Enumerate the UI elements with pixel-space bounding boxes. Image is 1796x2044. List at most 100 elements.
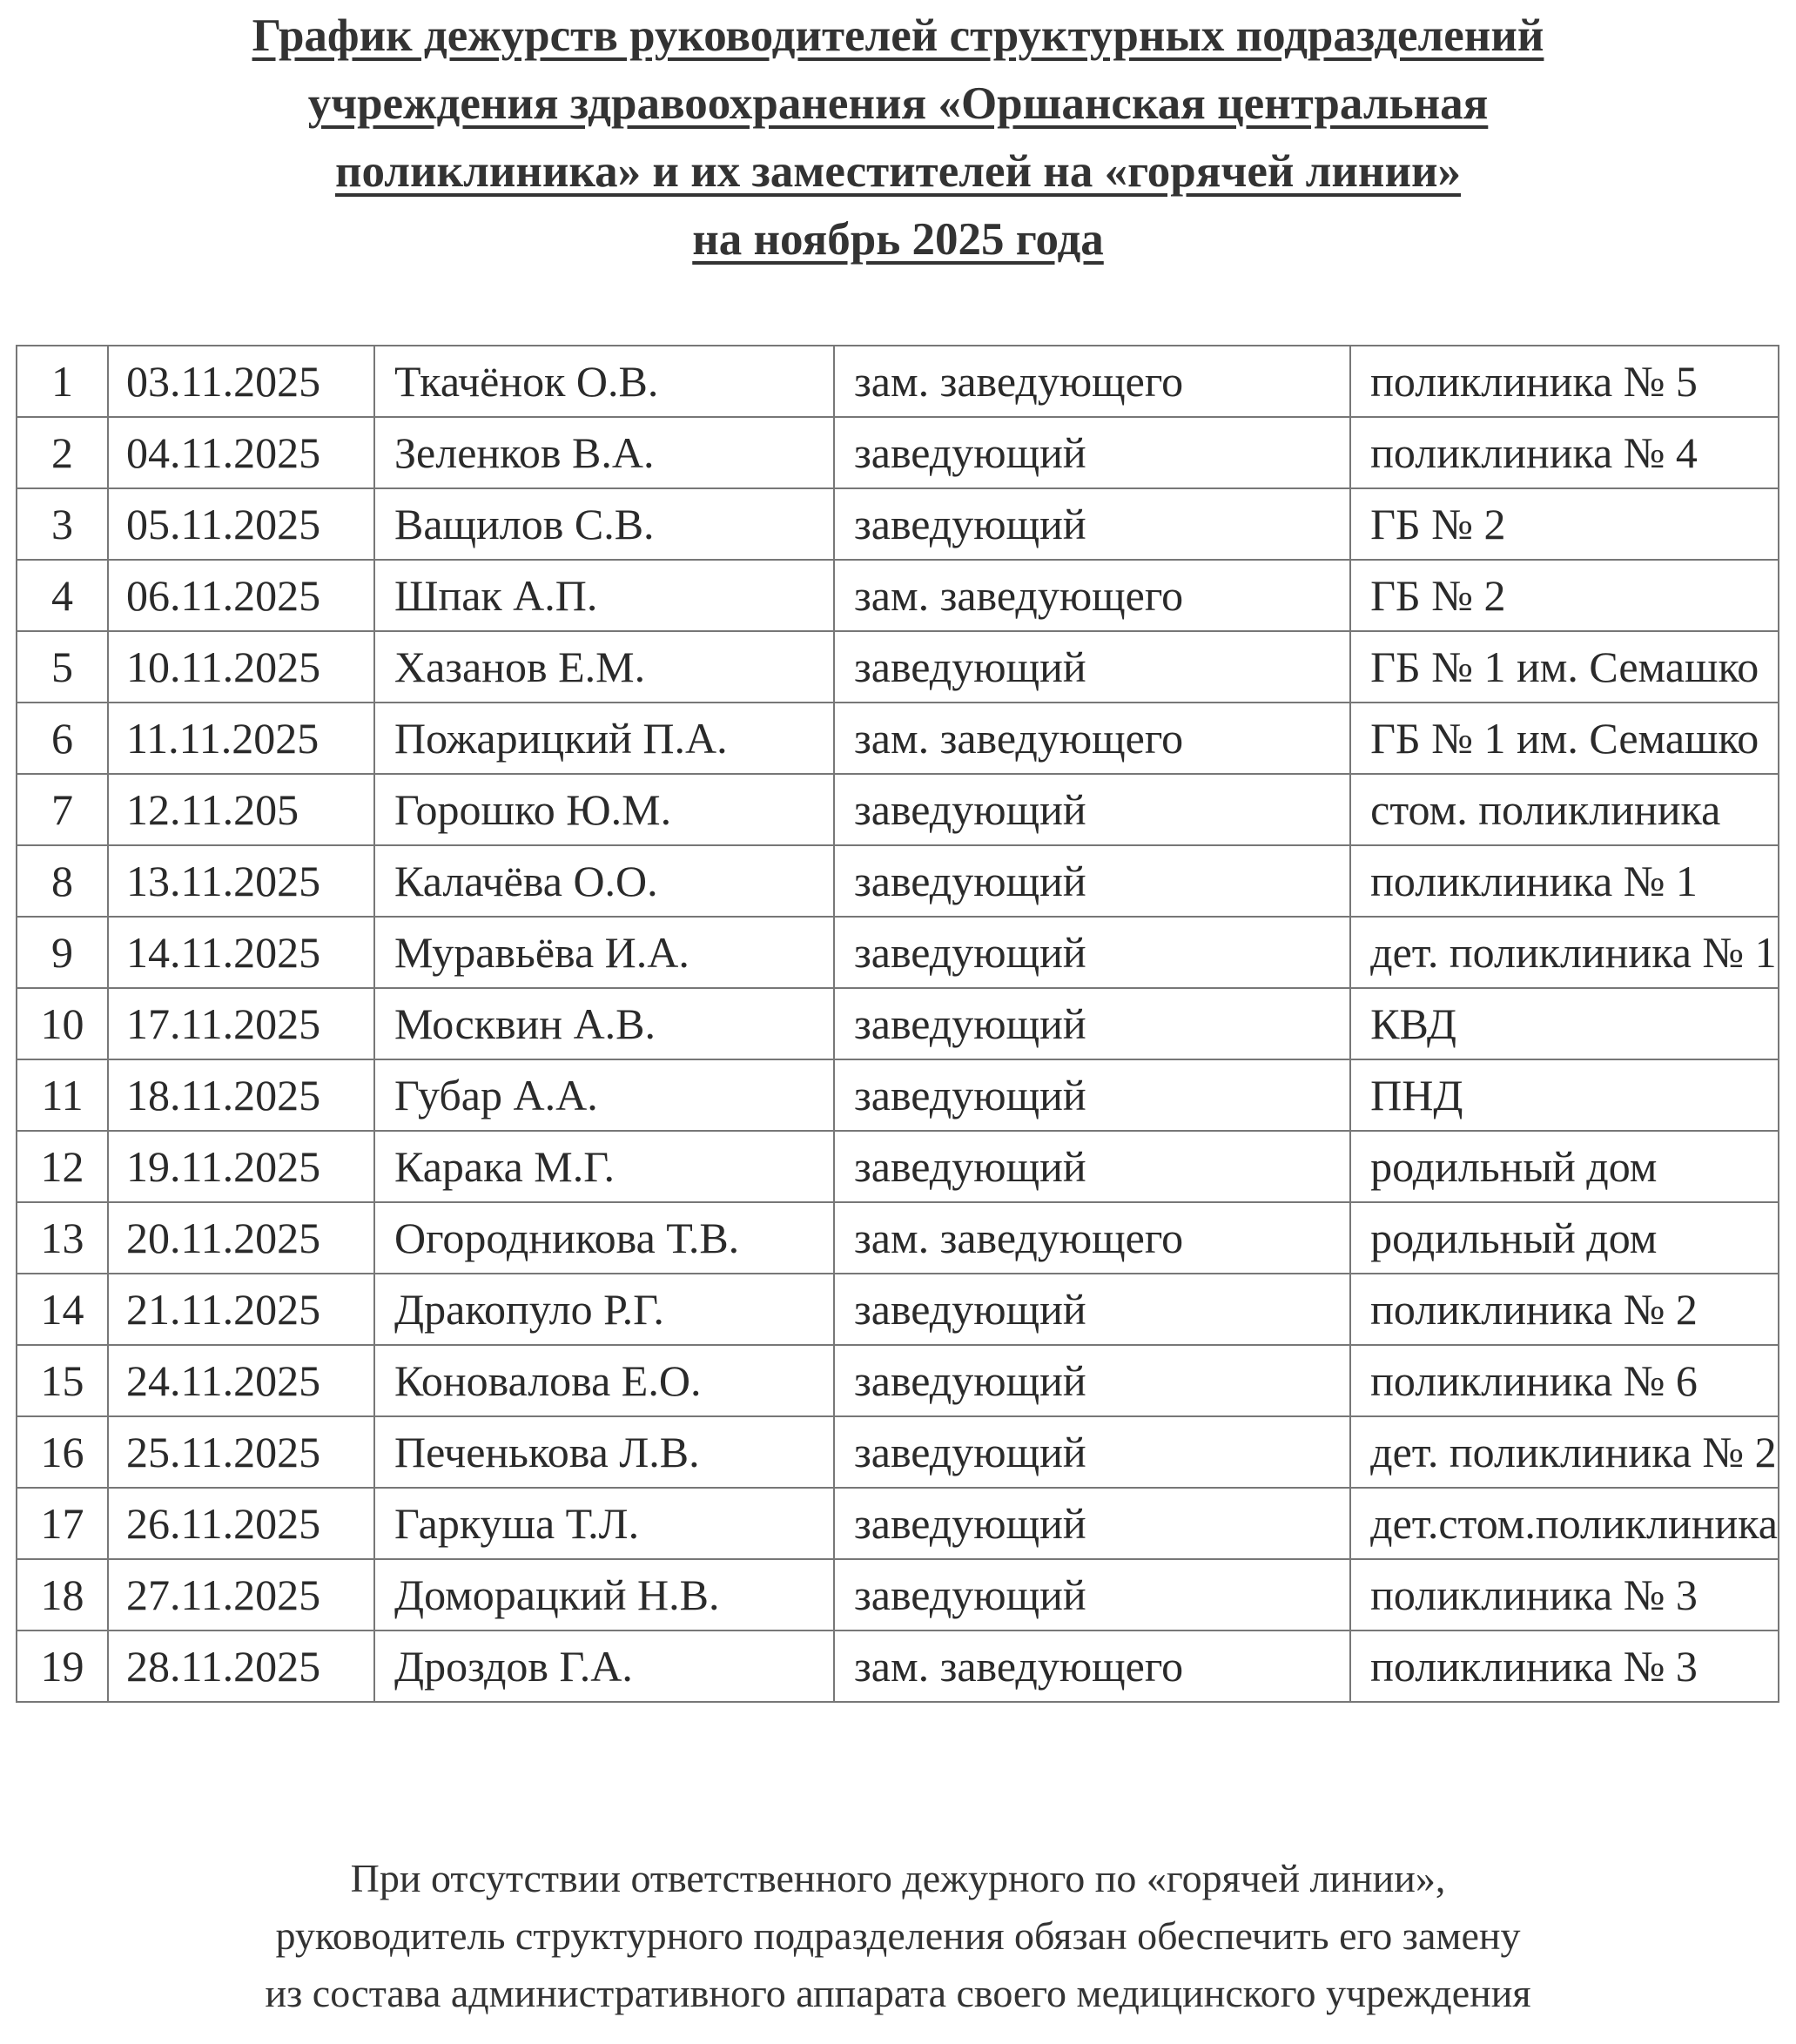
department-cell: ГБ № 2 [1349,559,1779,632]
duty-date-cell: 13.11.2025 [107,844,375,918]
position-cell: заведующий [832,1344,1352,1417]
department-cell: дет. поликлиника № 1 [1349,916,1779,989]
duty-date-cell: 11.11.2025 [107,702,375,775]
person-name-cell: Ткачёнок О.В. [373,345,835,418]
department-cell: КВД [1349,987,1779,1060]
position-cell: зам. заведующего [832,702,1352,775]
person-name-cell: Муравьёва И.А. [373,916,835,989]
department-cell: ГБ № 1 им. Семашко [1349,630,1779,703]
position-cell: зам. заведующего [832,345,1352,418]
duty-date-cell: 24.11.2025 [107,1344,375,1417]
duty-date-cell: 14.11.2025 [107,916,375,989]
row-number-cell: 7 [16,773,109,846]
title-line: на ноябрь 2025 года [692,214,1104,265]
department-cell: дет. поликлиника № 2 [1349,1415,1779,1489]
person-name-cell: Дроздов Г.А. [373,1630,835,1703]
row-number-cell: 9 [16,916,109,989]
table-row: 9 14.11.2025 Муравьёва И.А. заведующий дет. … [16,916,1779,989]
person-name-cell: Москвин А.В. [373,987,835,1060]
table-row: 5 10.11.2025 Хазанов Е.М. заведующий ГБ № 1 … [16,630,1779,703]
duty-schedule-table: 1 03.11.2025 Ткачёнок О.В. зам. заведующего… [16,345,1779,1703]
position-cell: заведующий [832,1130,1352,1203]
position-cell: заведующий [832,1558,1352,1631]
duty-date-cell: 26.11.2025 [107,1487,375,1560]
table-row: 15 24.11.2025 Коновалова Е.О. заведующий пол… [16,1344,1779,1417]
department-cell: дет.стом.поликлиника [1349,1487,1779,1560]
duty-date-cell: 28.11.2025 [107,1630,375,1703]
row-number-cell: 14 [16,1273,109,1346]
row-number-cell: 13 [16,1201,109,1274]
person-name-cell: Губар А.А. [373,1059,835,1132]
department-cell: поликлиника № 3 [1349,1558,1779,1631]
row-number-cell: 12 [16,1130,109,1203]
table-row: 14 21.11.2025 Дракопуло Р.Г. заведующий поли… [16,1273,1779,1346]
table-row: 11 18.11.2025 Губар А.А. заведующий ПНД [16,1059,1779,1132]
footer-line: руководитель структурного подразделения … [275,1913,1521,1958]
title-line: поликлиника» и их заместителей на «горяч… [334,146,1462,197]
row-number-cell: 5 [16,630,109,703]
row-number-cell: 16 [16,1415,109,1489]
table-row: 17 26.11.2025 Гаркуша Т.Л. заведующий дет.ст… [16,1487,1779,1560]
table-row: 8 13.11.2025 Калачёва О.О. заведующий поликл… [16,844,1779,918]
department-cell: поликлиника № 1 [1349,844,1779,918]
table-row: 19 28.11.2025 Дроздов Г.А. зам. заведующего… [16,1630,1779,1703]
department-cell: поликлиника № 4 [1349,416,1779,489]
table-row: 16 25.11.2025 Печенькова Л.В. заведующий дет… [16,1415,1779,1489]
title-line: учреждения здравоохранения «Оршанская це… [307,78,1489,129]
position-cell: зам. заведующего [832,1201,1352,1274]
person-name-cell: Зеленков В.А. [373,416,835,489]
footer-line: из состава административного аппарата св… [265,1971,1531,2015]
position-cell: заведующий [832,1059,1352,1132]
table-row: 2 04.11.2025 Зеленков В.А. заведующий поликл… [16,416,1779,489]
document-title: График дежурств руководителей структурны… [0,2,1796,273]
position-cell: заведующий [832,1487,1352,1560]
department-cell: стом. поликлиника [1349,773,1779,846]
position-cell: заведующий [832,987,1352,1060]
row-number-cell: 10 [16,987,109,1060]
table-row: 10 17.11.2025 Москвин А.В. заведующий КВД [16,987,1779,1060]
position-cell: заведующий [832,1273,1352,1346]
duty-date-cell: 19.11.2025 [107,1130,375,1203]
row-number-cell: 2 [16,416,109,489]
department-cell: родильный дом [1349,1201,1779,1274]
person-name-cell: Ващилов С.В. [373,487,835,561]
duty-date-cell: 18.11.2025 [107,1059,375,1132]
row-number-cell: 8 [16,844,109,918]
duty-date-cell: 25.11.2025 [107,1415,375,1489]
person-name-cell: Карака М.Г. [373,1130,835,1203]
table-row: 6 11.11.2025 Пожарицкий П.А. зам. заведующе… [16,702,1779,775]
duty-date-cell: 21.11.2025 [107,1273,375,1346]
position-cell: заведующий [832,630,1352,703]
person-name-cell: Дракопуло Р.Г. [373,1273,835,1346]
row-number-cell: 6 [16,702,109,775]
position-cell: зам. заведующего [832,559,1352,632]
duty-date-cell: 27.11.2025 [107,1558,375,1631]
duty-date-cell: 17.11.2025 [107,987,375,1060]
row-number-cell: 4 [16,559,109,632]
position-cell: заведующий [832,487,1352,561]
position-cell: заведующий [832,844,1352,918]
duty-date-cell: 10.11.2025 [107,630,375,703]
person-name-cell: Пожарицкий П.А. [373,702,835,775]
department-cell: ПНД [1349,1059,1779,1132]
table-row: 7 12.11.205 Горошко Ю.М. заведующий стом. по… [16,773,1779,846]
row-number-cell: 3 [16,487,109,561]
duty-date-cell: 04.11.2025 [107,416,375,489]
department-cell: ГБ № 2 [1349,487,1779,561]
row-number-cell: 19 [16,1630,109,1703]
duty-date-cell: 20.11.2025 [107,1201,375,1274]
duty-date-cell: 06.11.2025 [107,559,375,632]
department-cell: родильный дом [1349,1130,1779,1203]
row-number-cell: 18 [16,1558,109,1631]
department-cell: поликлиника № 3 [1349,1630,1779,1703]
person-name-cell: Коновалова Е.О. [373,1344,835,1417]
position-cell: заведующий [832,416,1352,489]
person-name-cell: Печенькова Л.В. [373,1415,835,1489]
person-name-cell: Доморацкий Н.В. [373,1558,835,1631]
title-line: График дежурств руководителей структурны… [252,10,1544,61]
duty-date-cell: 12.11.205 [107,773,375,846]
position-cell: заведующий [832,773,1352,846]
row-number-cell: 11 [16,1059,109,1132]
duty-date-cell: 05.11.2025 [107,487,375,561]
table-row: 18 27.11.2025 Доморацкий Н.В. заведующий пол… [16,1558,1779,1631]
